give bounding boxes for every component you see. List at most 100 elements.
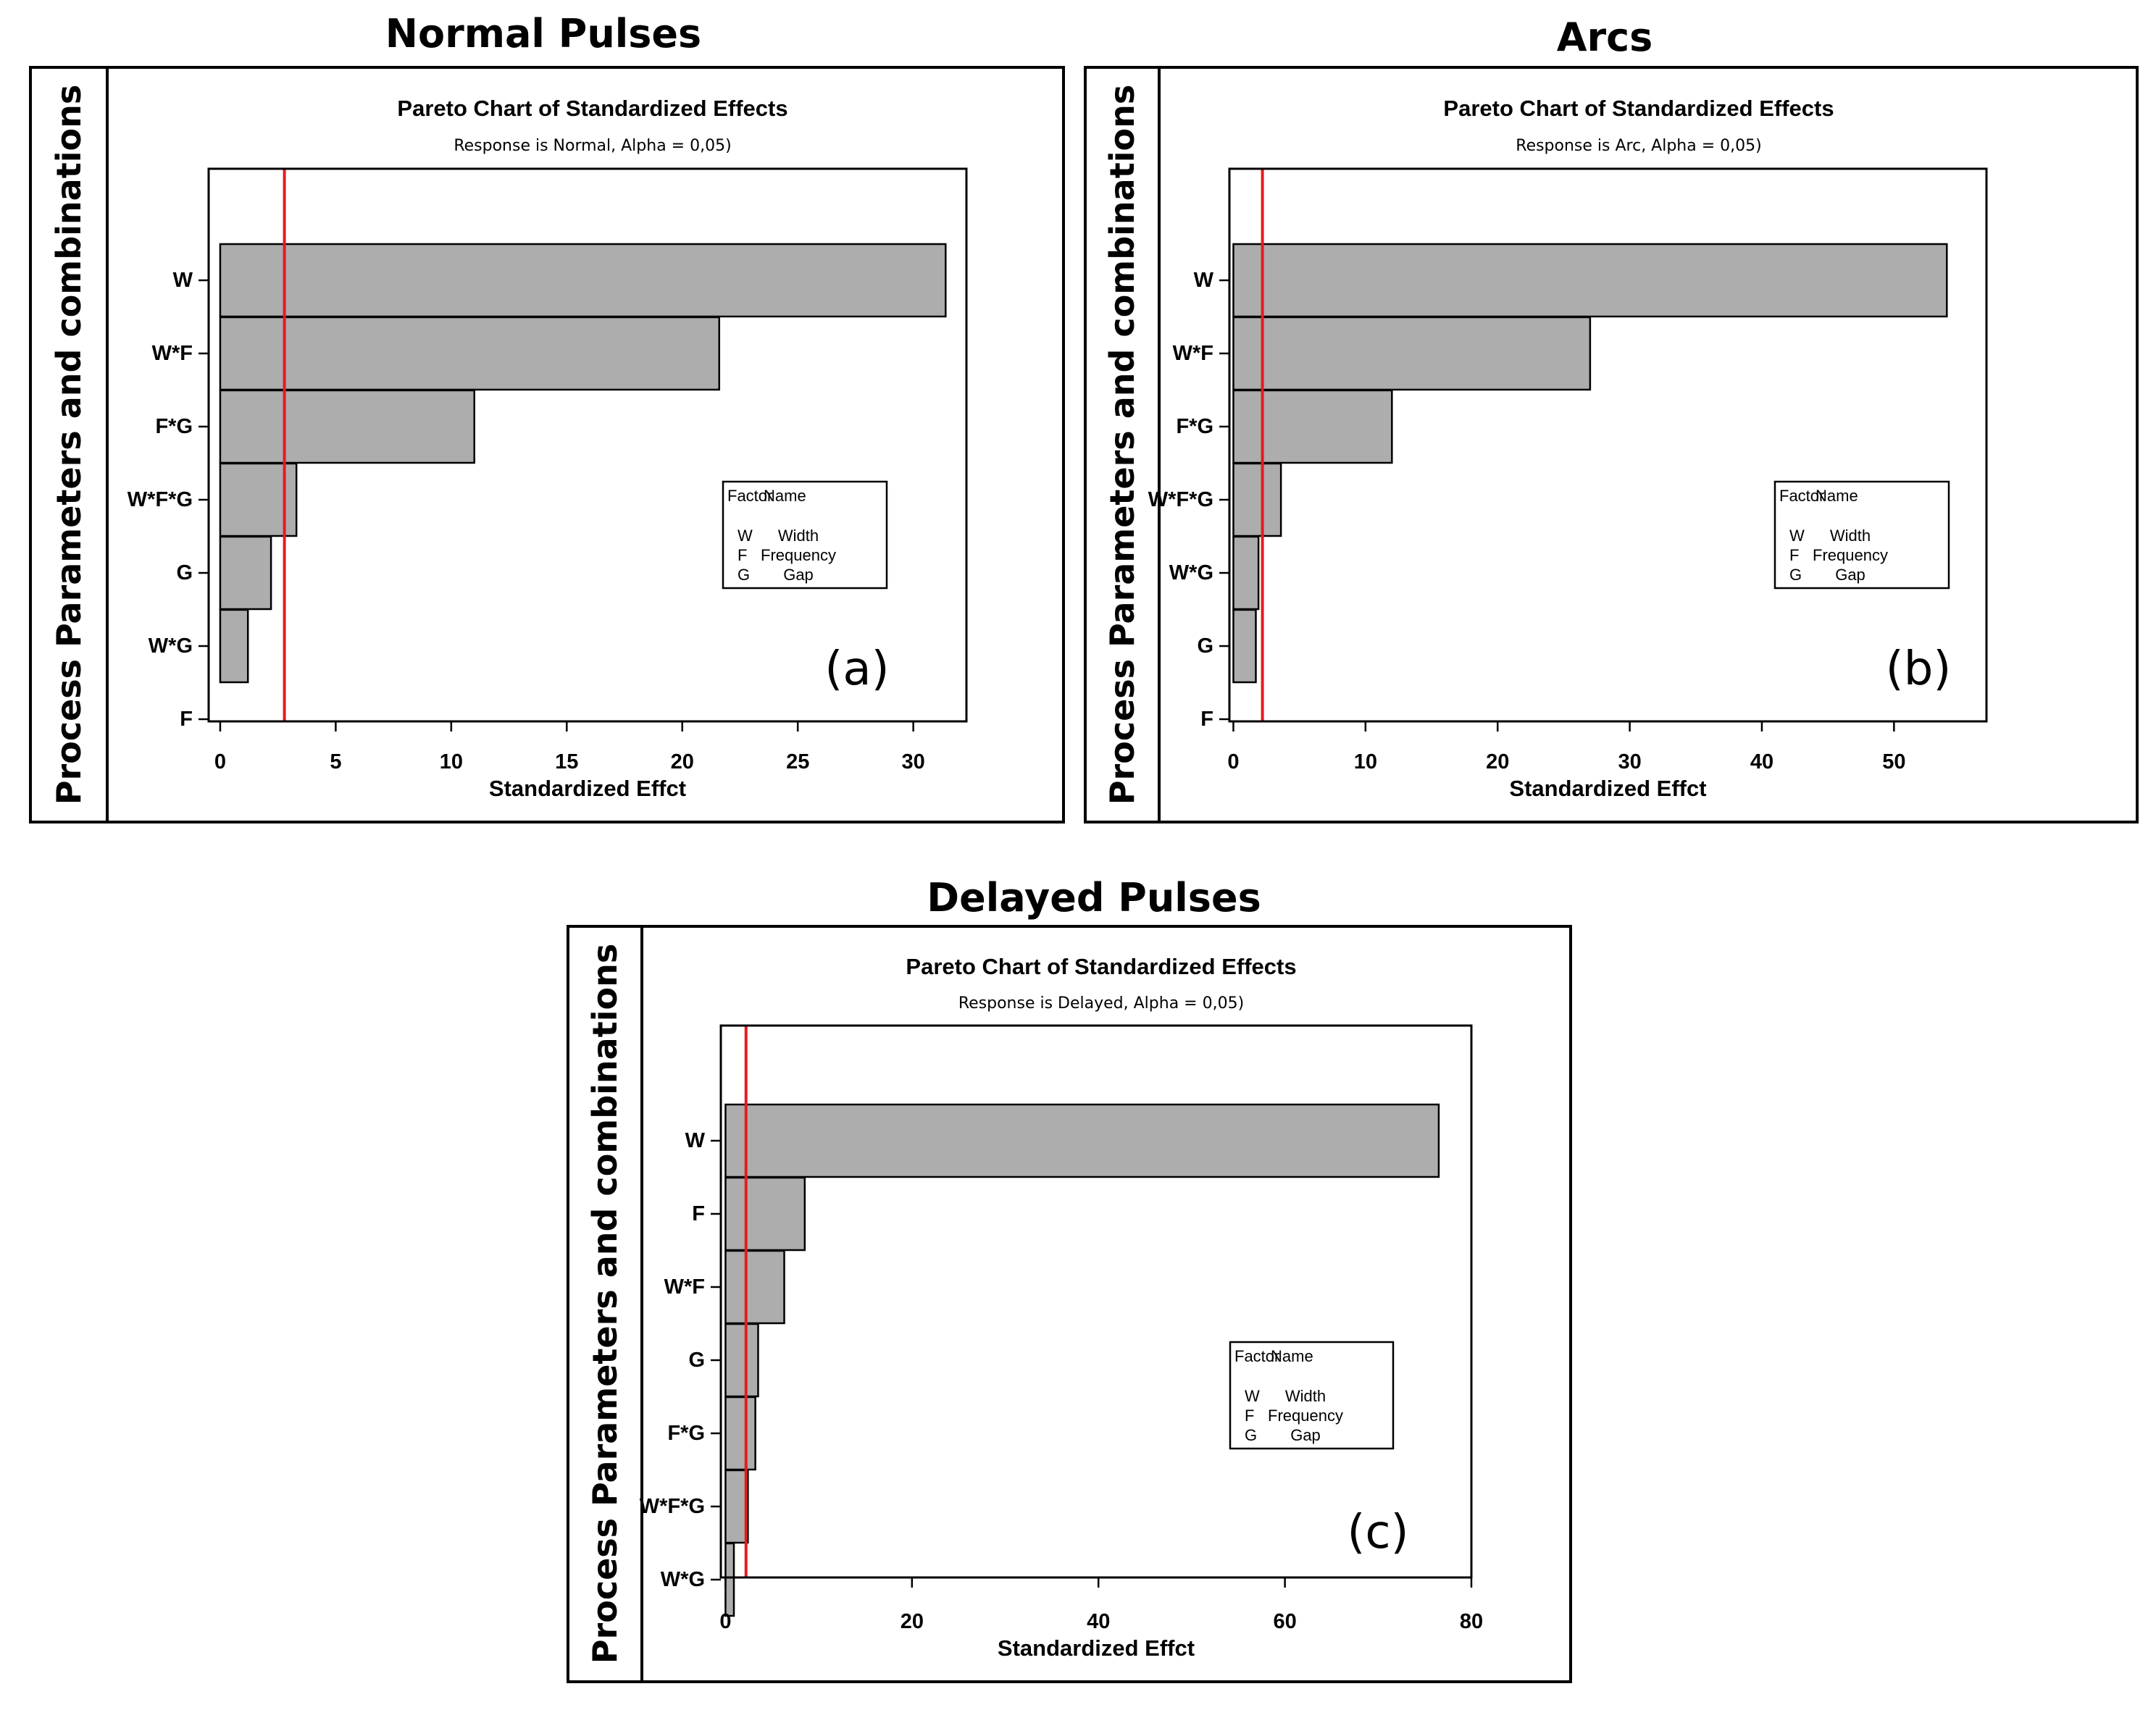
legend-factor: W — [738, 527, 753, 545]
legend-name: Width — [778, 527, 819, 545]
bar-w-f-g — [1232, 462, 1282, 537]
legend-header-factor: Factor — [1234, 1347, 1279, 1365]
legend-factor: F — [1245, 1407, 1254, 1425]
category-label: F*G — [155, 415, 193, 438]
legend-name: Frequency — [1813, 546, 1888, 564]
bar-g — [1232, 608, 1257, 684]
category-label: W*G — [149, 634, 193, 658]
bar-g — [724, 1323, 759, 1398]
x-tick-label: 20 — [1486, 750, 1509, 774]
legend-factor: W — [1245, 1387, 1260, 1405]
x-tick-label: 60 — [1273, 1610, 1296, 1633]
x-tick-label: 30 — [1618, 750, 1641, 774]
plot-area-frame — [1228, 167, 1988, 723]
bar-w — [724, 1103, 1440, 1178]
legend-header-factor: Factor — [727, 487, 772, 505]
legend-name: Frequency — [1268, 1407, 1343, 1425]
legend-name: Width — [1830, 527, 1871, 545]
legend-header-name: Name — [764, 487, 806, 505]
chart-frame — [640, 925, 1572, 1683]
legend-name: Gap — [783, 566, 814, 584]
bars-group — [724, 1103, 1440, 1617]
x-tick-label: 0 — [214, 750, 226, 774]
bar-f — [724, 1176, 806, 1252]
plot-area-frame — [719, 1024, 1473, 1579]
legend-header-factor: Factor — [1779, 487, 1824, 505]
panel-heading: Normal Pulses — [385, 11, 701, 56]
legend-factor: G — [1789, 566, 1802, 584]
legend-header-name: Name — [1816, 487, 1858, 505]
chart-title: Pareto Chart of Standardized Effects — [906, 954, 1296, 979]
panel-letter: (a) — [824, 642, 889, 696]
bar-w-f — [219, 316, 721, 391]
legend-factor: F — [738, 546, 747, 564]
bars-group — [219, 243, 947, 684]
bar-w — [1232, 243, 1948, 318]
x-tick-label: 50 — [1882, 750, 1905, 774]
legend-factor: G — [738, 566, 750, 584]
legend-factor: F — [1789, 546, 1799, 564]
x-axis-label: Standardized Effct — [489, 776, 686, 801]
bar-w-f — [724, 1249, 785, 1325]
category-label: W — [1194, 269, 1214, 292]
category-label: F — [692, 1202, 705, 1225]
bars-group — [1232, 243, 1948, 684]
x-tick-label: 5 — [330, 750, 341, 774]
panel-c: Delayed Pulses Process Parameters and com… — [567, 875, 1572, 1683]
x-tick-label: 80 — [1460, 1610, 1483, 1633]
chart-frame — [1158, 66, 2139, 823]
panel-letter: (b) — [1886, 642, 1952, 696]
x-tick-label: 0 — [1227, 750, 1239, 774]
legend-box — [1229, 1341, 1395, 1450]
legend-name: Gap — [1290, 1426, 1321, 1444]
legend-box — [1773, 480, 1950, 590]
legend-factor: W — [1789, 527, 1805, 545]
panel-letter: (c) — [1347, 1506, 1408, 1559]
x-tick-label: 0 — [719, 1610, 731, 1633]
bar-w-f — [1232, 316, 1592, 391]
chart-frame — [106, 66, 1065, 823]
panel-b: Arcs Process Parameters and combinations P… — [1084, 14, 2139, 823]
category-label: G — [176, 561, 193, 584]
category-label: W — [173, 269, 193, 292]
legend-name: Frequency — [761, 546, 836, 564]
bar-f-g — [1232, 389, 1393, 464]
category-label: W — [685, 1129, 706, 1152]
panel-a: Normal Pulses Process Parameters and comb… — [29, 11, 1065, 823]
chart-title: Pareto Chart of Standardized Effects — [397, 96, 787, 121]
x-tick-label: 40 — [1750, 750, 1773, 774]
chart-subtitle: Response is Arc, Alpha = 0,05) — [1516, 137, 1761, 155]
panel-heading: Arcs — [1557, 14, 1653, 60]
bar-w-f-g — [724, 1469, 749, 1544]
panel-heading: Delayed Pulses — [927, 875, 1261, 921]
bar-w-g — [219, 608, 249, 684]
x-tick-label: 40 — [1087, 1610, 1110, 1633]
bar-w — [219, 243, 947, 318]
legend-name: Gap — [1835, 566, 1865, 584]
legend-name: Width — [1285, 1387, 1326, 1405]
bar-g — [219, 535, 272, 611]
category-label: W*G — [1169, 561, 1213, 584]
category-label: W*F — [152, 342, 193, 365]
y-axis-label: Process Parameters and combinations — [49, 85, 88, 805]
y-axis-label: Process Parameters and combinations — [1103, 85, 1142, 805]
bar-f-g — [219, 389, 475, 464]
category-label: F — [180, 708, 193, 731]
category-label: W*F*G — [1148, 488, 1213, 511]
bar-f-g — [724, 1396, 756, 1471]
x-tick-label: 30 — [902, 750, 925, 774]
x-tick-label: 20 — [901, 1610, 924, 1633]
chart-title: Pareto Chart of Standardized Effects — [1443, 96, 1834, 121]
category-label: W*F*G — [128, 488, 193, 511]
x-tick-label: 25 — [786, 750, 809, 774]
category-label: F*G — [1176, 415, 1213, 438]
x-tick-label: 10 — [440, 750, 463, 774]
category-label: F — [1200, 708, 1213, 731]
category-label: G — [688, 1349, 705, 1372]
bar-w-g — [724, 1542, 735, 1617]
category-label: W*F — [1173, 342, 1213, 365]
